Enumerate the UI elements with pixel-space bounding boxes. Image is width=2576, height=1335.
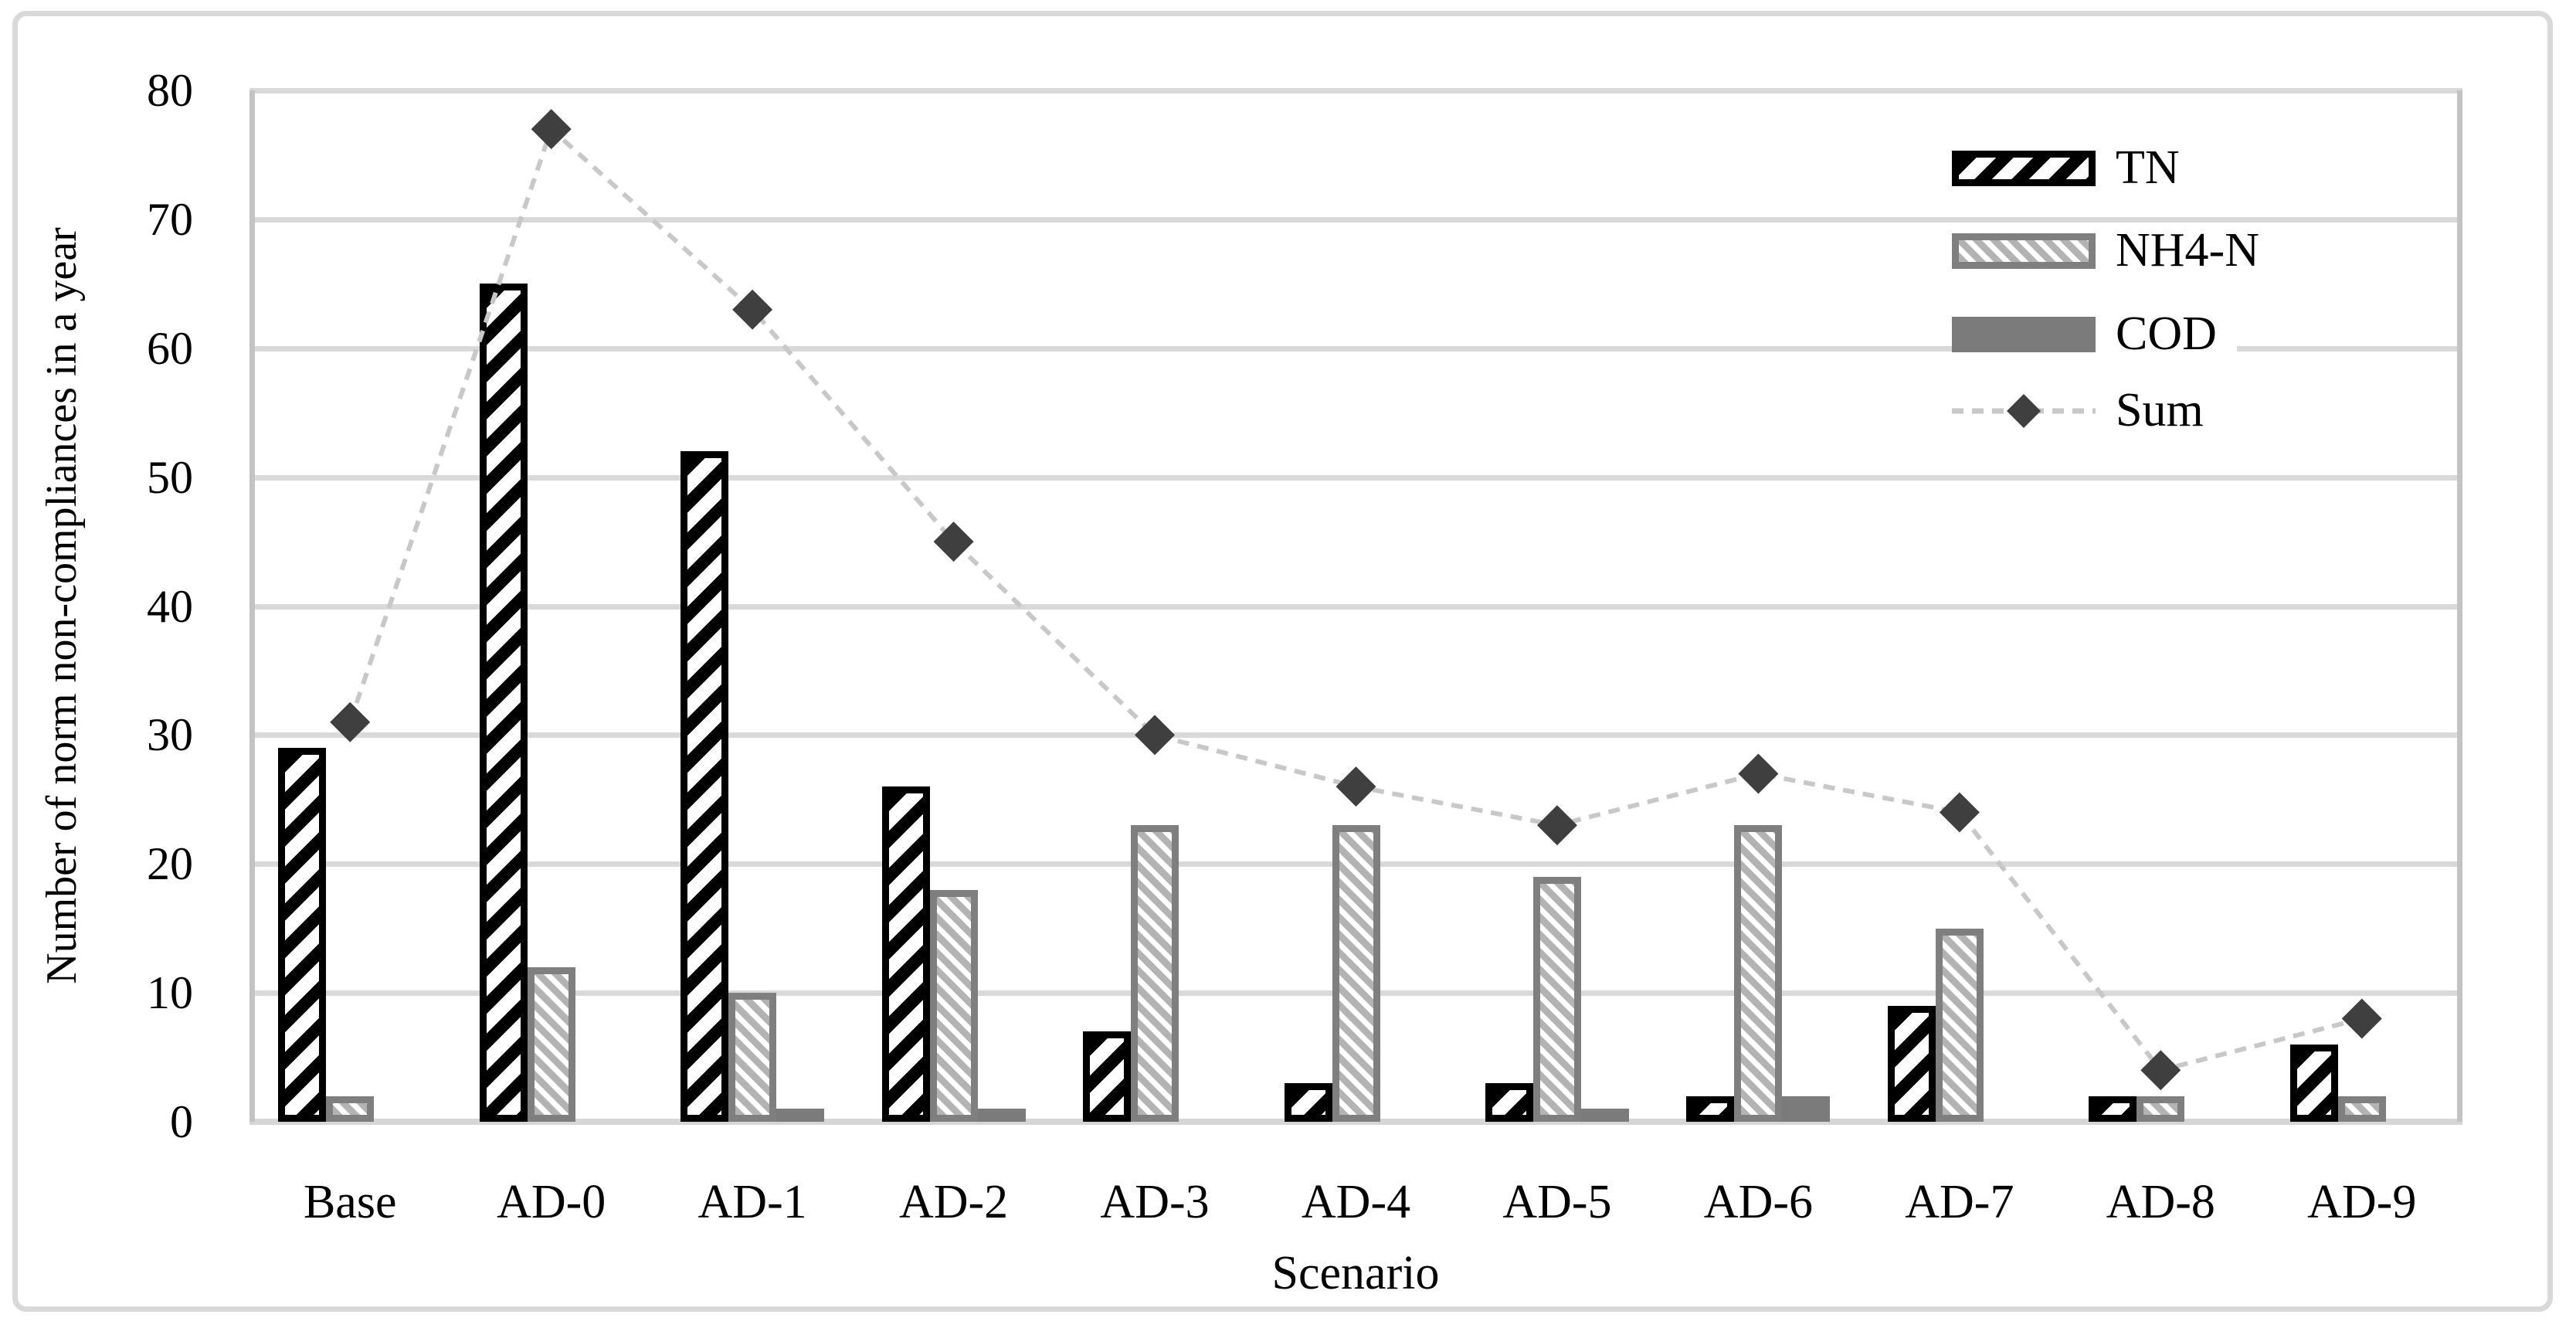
bar-tn-ad-2 bbox=[881, 786, 930, 1122]
y-tick-label: 30 bbox=[147, 709, 193, 761]
sum-diamond-marker bbox=[933, 521, 974, 562]
x-category-label: AD-3 bbox=[1100, 1176, 1210, 1228]
bar-tn-ad-8 bbox=[2089, 1096, 2137, 1122]
legend-label: Sum bbox=[2116, 384, 2204, 437]
sum-diamond-marker bbox=[732, 289, 773, 330]
y-tick-label: 10 bbox=[147, 967, 193, 1019]
bar-tn-ad-5 bbox=[1485, 1082, 1533, 1122]
bar-tn-base bbox=[278, 748, 327, 1122]
x-category-label: AD-6 bbox=[1703, 1176, 1813, 1228]
bar-tn-ad-6 bbox=[1686, 1096, 1735, 1122]
y-tick-label: 20 bbox=[147, 838, 193, 890]
bar-nh4n-ad-1 bbox=[728, 993, 777, 1122]
legend-label: COD bbox=[2116, 307, 2217, 360]
sum-diamond-marker bbox=[1536, 805, 1577, 846]
bar-tn-ad-1 bbox=[680, 451, 729, 1122]
gridline bbox=[249, 88, 2462, 93]
x-category-label: AD-5 bbox=[1502, 1176, 1612, 1228]
bar-nh4n-ad-3 bbox=[1131, 825, 1179, 1122]
x-category-label: AD-4 bbox=[1301, 1176, 1411, 1228]
bar-nh4n-ad-9 bbox=[2337, 1096, 2386, 1122]
plot-area bbox=[249, 88, 2462, 1125]
gridline bbox=[249, 603, 2462, 610]
legend-swatch-cod bbox=[1952, 316, 2096, 352]
sum-diamond-marker bbox=[1336, 766, 1376, 807]
y-tick-label: 70 bbox=[147, 193, 193, 245]
bar-tn-ad-3 bbox=[1083, 1031, 1132, 1122]
sum-diamond-marker bbox=[1939, 792, 1980, 833]
legend-item-tn: TN bbox=[1952, 141, 2200, 195]
bar-nh4n-ad-2 bbox=[929, 889, 978, 1122]
bar-nh4n-ad-7 bbox=[1935, 928, 1984, 1122]
bar-nh4n-base bbox=[326, 1096, 375, 1122]
legend-swatch-sum bbox=[1952, 393, 2096, 428]
y-tick-label: 80 bbox=[147, 65, 193, 116]
y-tick-label: 50 bbox=[147, 451, 193, 503]
y-tick-label: 0 bbox=[170, 1096, 193, 1147]
legend-item-sum: Sum bbox=[1952, 383, 2224, 438]
gridline bbox=[249, 474, 2462, 481]
legend-swatch-nh4n bbox=[1952, 233, 2096, 269]
sum-diamond-marker bbox=[1135, 715, 1176, 756]
bar-tn-ad-0 bbox=[479, 284, 528, 1122]
x-axis-line bbox=[249, 1119, 2462, 1125]
bar-cod-ad-1 bbox=[776, 1109, 825, 1122]
x-axis-title: Scenario bbox=[1271, 1247, 1440, 1299]
x-category-label: AD-9 bbox=[2307, 1176, 2417, 1228]
bar-nh4n-ad-0 bbox=[527, 966, 575, 1122]
sum-diamond-marker bbox=[2140, 1050, 2181, 1091]
x-category-label: AD-1 bbox=[697, 1176, 807, 1228]
sum-diamond-marker bbox=[330, 701, 371, 742]
bar-nh4n-ad-5 bbox=[1532, 876, 1581, 1122]
gridline bbox=[249, 216, 2462, 222]
legend-item-nh4n: NH4-N bbox=[1952, 223, 2279, 278]
x-category-label: AD-0 bbox=[497, 1176, 606, 1228]
bar-nh4n-ad-4 bbox=[1332, 825, 1380, 1122]
x-category-label: AD-7 bbox=[1905, 1176, 2014, 1228]
plot-right-border bbox=[2457, 90, 2462, 1122]
bar-nh4n-ad-6 bbox=[1734, 825, 1783, 1122]
y-tick-label: 40 bbox=[147, 580, 193, 632]
x-category-label: Base bbox=[303, 1176, 397, 1228]
sum-diamond-marker bbox=[531, 109, 572, 150]
x-category-label: AD-8 bbox=[2106, 1176, 2215, 1228]
sum-diamond-marker bbox=[2341, 998, 2382, 1039]
legend-label: NH4-N bbox=[2116, 224, 2259, 277]
y-tick-label: 60 bbox=[147, 322, 193, 374]
bar-tn-ad-4 bbox=[1284, 1082, 1332, 1122]
legend-label: TN bbox=[2116, 141, 2180, 194]
sum-diamond-marker bbox=[1738, 753, 1779, 794]
legend-swatch-tn bbox=[1952, 150, 2096, 186]
legend-item-cod: COD bbox=[1952, 307, 2237, 362]
x-category-label: AD-2 bbox=[898, 1176, 1009, 1228]
bar-cod-ad-6 bbox=[1782, 1096, 1831, 1122]
plot-left-border bbox=[249, 90, 255, 1122]
gridline bbox=[249, 345, 2462, 352]
gridline bbox=[249, 732, 2462, 739]
bar-nh4n-ad-8 bbox=[2136, 1096, 2185, 1122]
bar-cod-ad-2 bbox=[977, 1109, 1026, 1122]
bar-cod-ad-5 bbox=[1580, 1109, 1629, 1122]
sum-line-series bbox=[330, 109, 2382, 1091]
bar-tn-ad-9 bbox=[2289, 1044, 2338, 1122]
bar-tn-ad-7 bbox=[1887, 1005, 1936, 1122]
